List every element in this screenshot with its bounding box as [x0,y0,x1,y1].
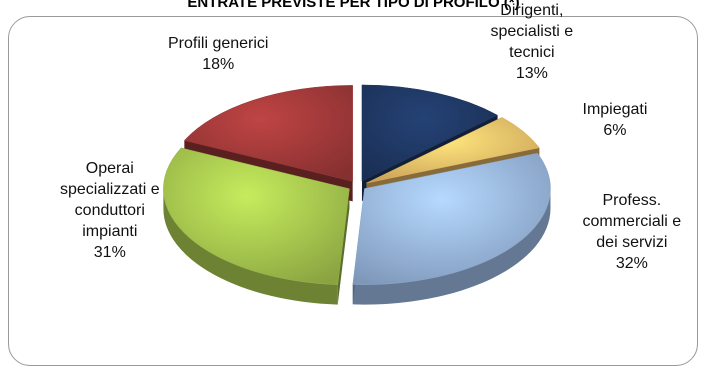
pie-label-value: 18% [202,56,235,73]
pie-label-line: Impiegati [582,101,648,118]
pie-label-line: Dirigenti, [500,2,564,19]
pie-label-line: dei servizi [596,234,668,251]
pie-slice-side-3 [163,188,338,305]
pie-label-1: Impiegati 6% [583,99,648,141]
pie-label-0: Dirigenti, specialisti e tecnici 13% [491,0,574,84]
pie-label-4: Profili generici 18% [168,33,268,75]
pie-label-2: Profess. commerciali e dei servizi 32% [583,190,682,274]
pie-label-line: specialisti e [490,23,574,40]
pie-label-line: commerciali e [582,213,682,230]
pie-slice-wall-3-0 [337,188,350,305]
pie-label-line: specializzati e [60,180,160,198]
pie-label-3: Operai specializzati e conduttori impianti 3… [60,158,160,263]
pie-label-line: impianti [82,222,138,240]
pie-slice-3[interactable] [163,147,350,285]
chart-title: ENTRATE PREVISTE PER TIPO DI PROFILO (*) [187,0,520,11]
pie-label-line: conduttori [74,201,145,219]
pie-slice-0[interactable] [361,84,499,182]
pie-label-line: Operai [85,159,134,177]
pie-slice-2[interactable] [352,152,551,285]
pie-label-line: tecnici [509,44,555,61]
pie-slice-1[interactable] [366,117,540,184]
pie-label-line: Profili generici [168,35,269,52]
pie-label-value: 6% [603,122,627,139]
pie-label-value: 13% [515,65,548,82]
pie-slice-side-2 [352,188,551,305]
pie-label-line: Profess. [602,192,662,209]
chart-frame [8,16,698,366]
pie-label-value: 32% [615,255,648,272]
pie-slice-4[interactable] [183,85,353,182]
pie-label-value: 31% [93,243,126,261]
